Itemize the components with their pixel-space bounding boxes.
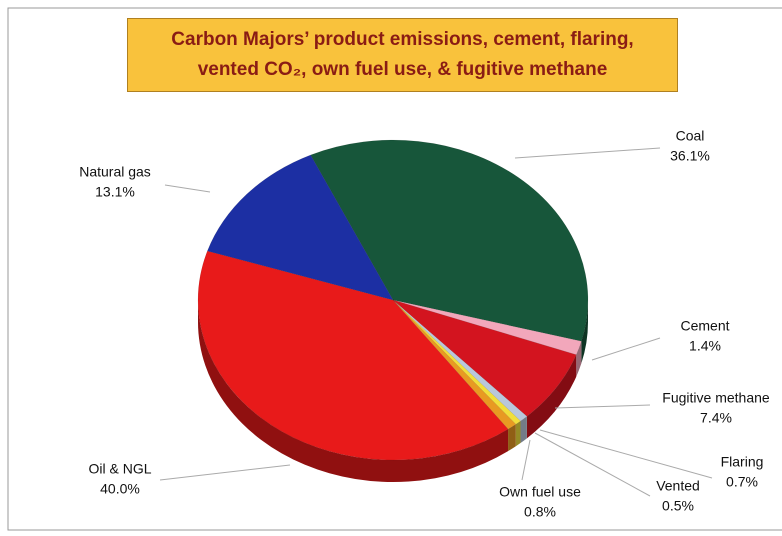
slice-label: Natural gas	[79, 164, 151, 180]
leader-line	[554, 404, 651, 409]
slice	[392, 299, 577, 417]
slice	[207, 154, 394, 301]
slice-value-label: 0.7%	[726, 474, 758, 490]
leader-line	[521, 439, 531, 481]
slice-value-label: 1.4%	[689, 338, 721, 354]
slice	[392, 299, 528, 422]
slice-label: Oil & NGL	[88, 461, 151, 477]
leader-line	[159, 464, 291, 481]
slice	[197, 250, 509, 461]
slice-side	[515, 421, 521, 447]
leader-line	[514, 147, 661, 159]
slice-value-label: 13.1%	[95, 184, 135, 200]
slice-value-label: 0.5%	[662, 498, 694, 514]
slice-value-label: 40.0%	[100, 481, 140, 497]
slice-label: Vented	[656, 478, 700, 494]
slice-side	[508, 424, 516, 452]
slice-side	[520, 416, 527, 444]
slice-label: Coal	[676, 128, 705, 144]
chart-title: Carbon Majors’ product emissions, cement…	[127, 18, 678, 92]
slice-label: Cement	[680, 318, 729, 334]
slice-label: Flaring	[721, 454, 764, 470]
leader-line	[539, 429, 713, 479]
slice	[310, 139, 589, 342]
slice	[392, 299, 521, 425]
slice-value-label: 36.1%	[670, 148, 710, 164]
slice-label: Fugitive methane	[662, 390, 770, 406]
slice-value-label: 7.4%	[700, 410, 732, 426]
slice	[392, 299, 517, 430]
leader-line	[164, 184, 211, 193]
slice-side	[581, 300, 588, 364]
slice-side	[526, 354, 577, 439]
slice-value-label: 0.8%	[524, 504, 556, 520]
slice-side	[576, 341, 582, 377]
slice-side	[198, 300, 509, 482]
slice	[392, 299, 582, 356]
frame	[7, 7, 782, 531]
leader-line	[534, 432, 651, 497]
leader-line	[591, 337, 661, 361]
slice-label: Own fuel use	[499, 484, 581, 500]
